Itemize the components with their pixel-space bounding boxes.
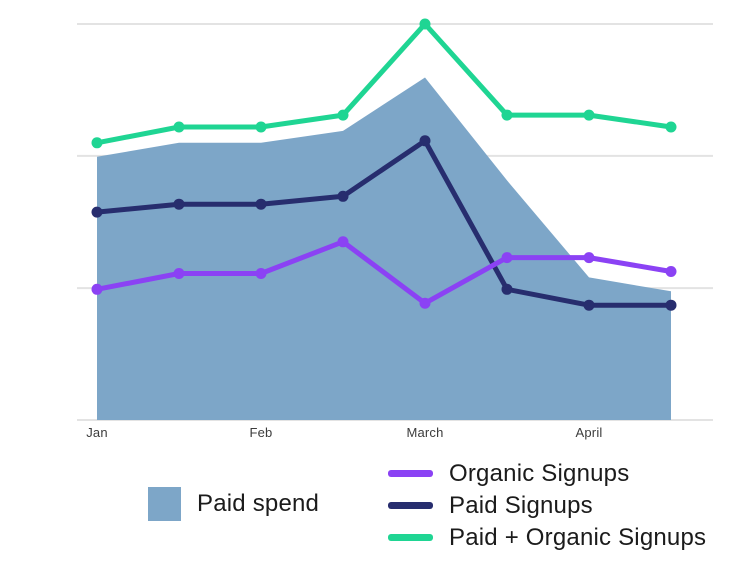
legend-item-total-signups: Paid + Organic Signups	[388, 523, 707, 551]
data-point	[255, 268, 267, 279]
data-point	[91, 283, 103, 295]
legend-label-paid-spend: Paid spend	[197, 490, 320, 517]
series-path	[94, 21, 674, 146]
paid-spend-area	[97, 77, 671, 420]
legend-lines-column: Organic Signups Paid Signups Paid + Orga…	[388, 459, 707, 551]
data-point	[419, 135, 431, 147]
data-point	[583, 299, 595, 311]
data-point	[583, 252, 595, 264]
series-path	[94, 138, 674, 308]
data-point	[173, 198, 185, 210]
x-axis-label-march: March	[406, 425, 443, 440]
x-axis-label-jan: Jan	[86, 425, 108, 440]
paid-spend-swatch-icon	[148, 487, 181, 521]
data-point	[255, 121, 267, 133]
data-point	[501, 109, 513, 121]
data-point	[665, 266, 677, 277]
data-point	[337, 236, 349, 248]
legend-label-organic-signups: Organic Signups	[449, 459, 630, 487]
data-point	[91, 137, 103, 149]
data-point	[173, 121, 185, 133]
paid-signups-swatch-icon	[388, 502, 433, 509]
data-point	[501, 283, 513, 295]
data-point	[665, 121, 677, 133]
x-axis-label-feb: Feb	[249, 425, 272, 440]
legend-item-paid-signups: Paid Signups	[388, 491, 706, 519]
data-point	[419, 18, 431, 30]
data-point	[501, 252, 513, 264]
total-signups-swatch-icon	[388, 534, 433, 541]
data-point	[255, 198, 267, 210]
legend-item-paid-spend: Paid spend	[148, 487, 319, 521]
paid-organic-signups-line	[91, 18, 677, 149]
organic-signups-swatch-icon	[388, 470, 433, 477]
data-point	[419, 297, 431, 309]
series-path	[94, 239, 674, 306]
data-point	[91, 206, 103, 218]
x-axis-label-april: April	[575, 425, 602, 440]
data-point	[337, 190, 349, 202]
x-axis: Jan Feb March April	[86, 425, 602, 440]
chart-series	[91, 18, 677, 420]
data-point	[665, 299, 677, 311]
data-point	[337, 109, 349, 121]
data-point	[583, 109, 595, 121]
legend-item-organic-signups: Organic Signups	[388, 459, 706, 487]
organic-signups-line	[91, 236, 677, 309]
legend-label-paid-signups: Paid Signups	[449, 491, 593, 519]
legend-label-total-signups: Paid + Organic Signups	[449, 523, 707, 551]
data-point	[173, 268, 185, 279]
paid-signups-line	[91, 135, 677, 311]
signups-spend-chart: Jan Feb March April	[77, 18, 713, 440]
